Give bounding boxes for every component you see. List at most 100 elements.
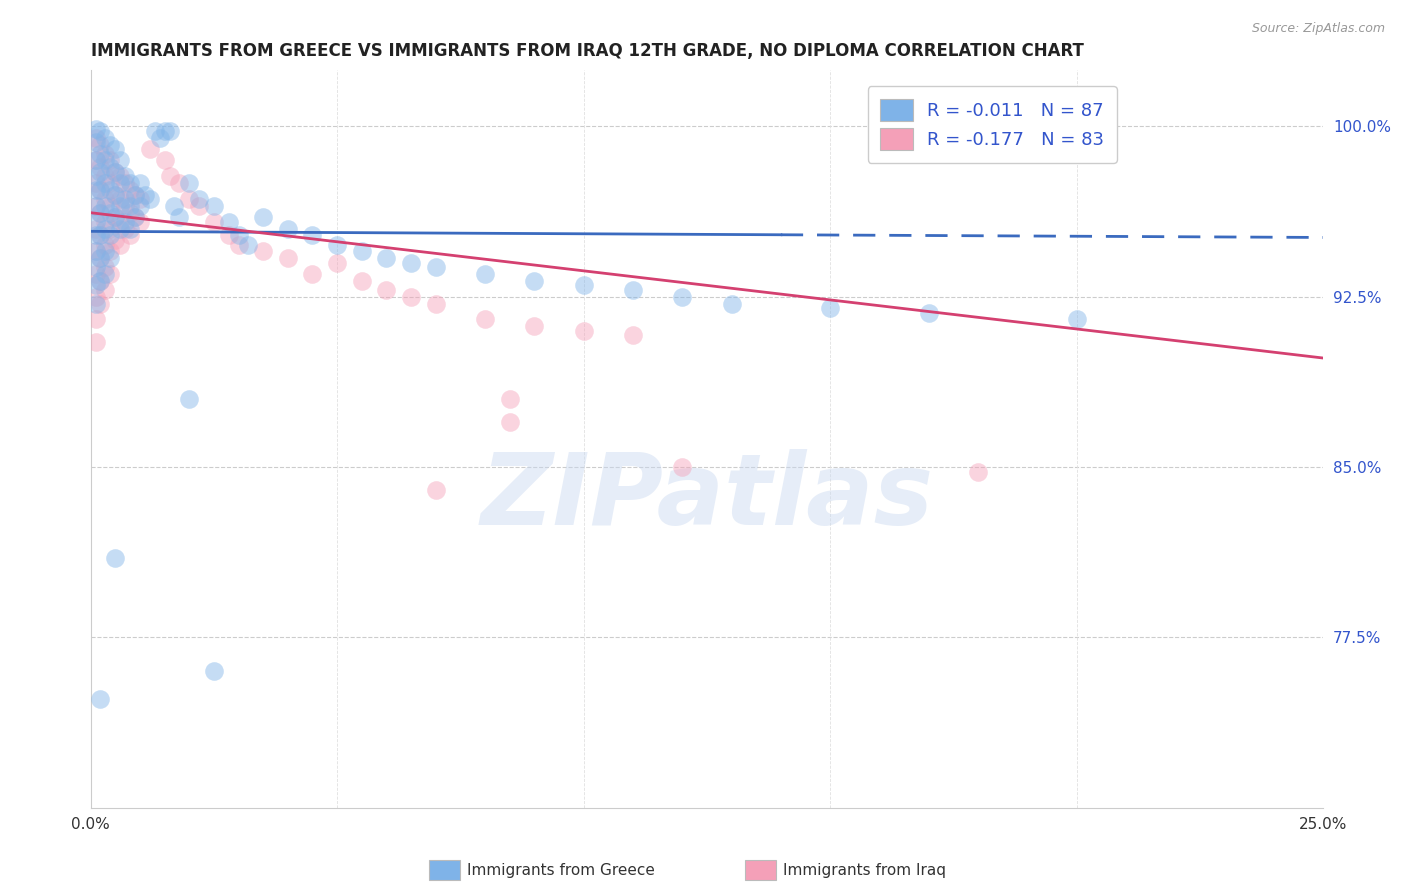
Point [238, 237, 260, 252]
Point [108, 221, 131, 235]
Point [163, 199, 186, 213]
Point [129, 192, 152, 206]
Point [84, 267, 107, 281]
Point [108, 237, 131, 252]
Point [202, 215, 225, 229]
Point [120, 228, 142, 243]
Point [179, 192, 201, 206]
Point [108, 176, 131, 190]
Point [89, 183, 111, 197]
Point [621, 328, 644, 343]
Point [94, 130, 117, 145]
Point [153, 124, 176, 138]
Point [104, 211, 127, 225]
Point [124, 187, 146, 202]
Point [350, 244, 373, 259]
Point [98, 244, 121, 259]
Point [301, 228, 323, 243]
Point [84, 244, 107, 259]
Point [94, 199, 117, 213]
Point [89, 274, 111, 288]
Point [84, 228, 107, 243]
Text: ZIPatlas: ZIPatlas [481, 450, 934, 546]
Point [399, 290, 422, 304]
Point [120, 183, 142, 197]
Point [84, 221, 107, 235]
Point [671, 460, 693, 475]
Point [94, 215, 117, 229]
Text: Source: ZipAtlas.com: Source: ZipAtlas.com [1251, 22, 1385, 36]
Point [671, 290, 693, 304]
Point [499, 392, 522, 406]
Point [89, 205, 111, 219]
Point [84, 199, 107, 213]
Point [425, 483, 447, 497]
Text: Immigrants from Greece: Immigrants from Greece [467, 863, 655, 878]
Point [425, 296, 447, 310]
Point [114, 215, 136, 229]
Point [94, 283, 117, 297]
Point [104, 165, 127, 179]
Point [350, 274, 373, 288]
Point [918, 305, 941, 319]
Point [94, 146, 117, 161]
Point [277, 251, 299, 265]
Point [98, 228, 121, 243]
Point [129, 199, 152, 213]
Point [139, 142, 162, 156]
Point [114, 176, 136, 190]
Point [108, 153, 131, 168]
Point [104, 142, 127, 156]
Point [104, 550, 127, 565]
Point [84, 312, 107, 326]
Point [108, 215, 131, 229]
Point [94, 153, 117, 168]
Point [129, 215, 152, 229]
Point [129, 176, 152, 190]
Point [169, 211, 191, 225]
Point [114, 199, 136, 213]
Point [179, 392, 201, 406]
Point [218, 215, 240, 229]
Point [84, 183, 107, 197]
Point [104, 187, 127, 202]
Point [94, 244, 117, 259]
Point [89, 146, 111, 161]
Point [153, 153, 176, 168]
Point [104, 187, 127, 202]
Point [104, 165, 127, 179]
Point [720, 296, 742, 310]
Point [89, 251, 111, 265]
Point [818, 301, 841, 315]
Point [301, 267, 323, 281]
Point [98, 153, 121, 168]
Point [149, 130, 172, 145]
Point [89, 251, 111, 265]
Point [98, 199, 121, 213]
Point [252, 211, 274, 225]
Point [179, 176, 201, 190]
Point [114, 169, 136, 184]
Point [114, 221, 136, 235]
Point [89, 165, 111, 179]
Point [94, 176, 117, 190]
Point [98, 183, 121, 197]
Point [425, 260, 447, 275]
Point [474, 312, 496, 326]
Point [94, 169, 117, 184]
Point [98, 267, 121, 281]
Point [84, 136, 107, 150]
Text: Immigrants from Iraq: Immigrants from Iraq [783, 863, 946, 878]
Point [98, 251, 121, 265]
Point [218, 228, 240, 243]
Point [375, 251, 398, 265]
Text: IMMIGRANTS FROM GREECE VS IMMIGRANTS FROM IRAQ 12TH GRADE, NO DIPLOMA CORRELATIO: IMMIGRANTS FROM GREECE VS IMMIGRANTS FRO… [90, 42, 1084, 60]
Point [474, 267, 496, 281]
Point [120, 199, 142, 213]
Point [572, 278, 595, 293]
Point [84, 121, 107, 136]
Point [252, 244, 274, 259]
Point [124, 211, 146, 225]
Point [84, 153, 107, 168]
Point [94, 237, 117, 252]
